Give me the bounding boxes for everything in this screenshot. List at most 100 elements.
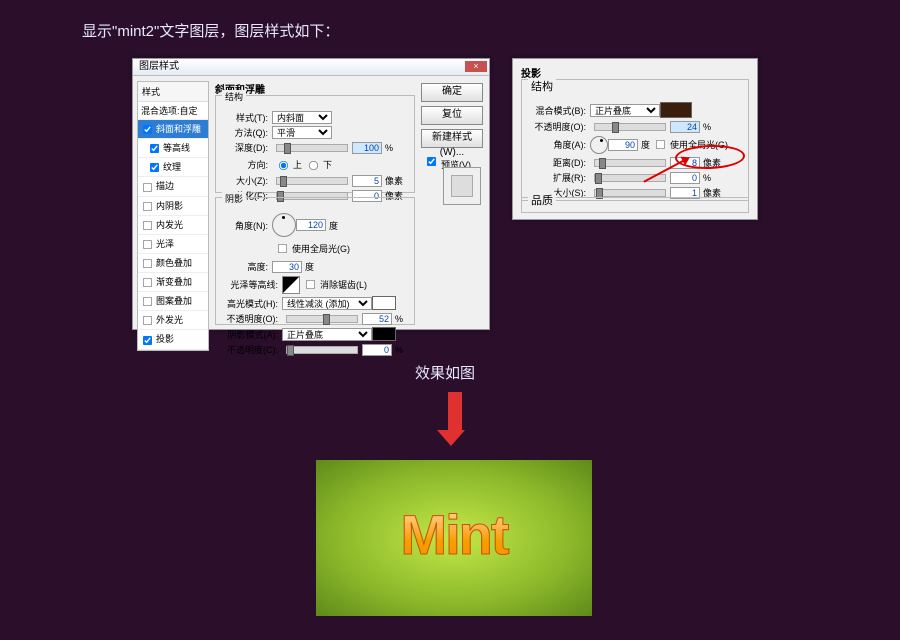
sidebar-item-dropshadow[interactable]: 投影 bbox=[138, 330, 208, 349]
sidebar-item-label: 等高线 bbox=[163, 143, 190, 153]
close-icon[interactable]: × bbox=[465, 61, 487, 72]
preview-check[interactable] bbox=[427, 157, 436, 166]
angle-dial[interactable] bbox=[590, 136, 608, 154]
blend-color-swatch[interactable] bbox=[660, 102, 692, 118]
depth-slider[interactable] bbox=[276, 144, 348, 152]
altitude-value[interactable]: 30 bbox=[272, 261, 302, 273]
size-value[interactable]: 5 bbox=[352, 175, 382, 187]
sidebar-item-stroke[interactable]: 描边 bbox=[138, 177, 208, 196]
sidebar-item-label: 内发光 bbox=[156, 220, 183, 230]
hopacity-slider[interactable] bbox=[286, 315, 358, 323]
sopacity-value[interactable]: 0 bbox=[362, 344, 392, 356]
antialias-check[interactable] bbox=[306, 280, 315, 289]
check-innerglow[interactable] bbox=[143, 221, 152, 230]
opacity-slider[interactable] bbox=[594, 123, 666, 131]
sopacity-slider[interactable] bbox=[286, 346, 358, 354]
blend-select[interactable]: 正片叠底 bbox=[590, 104, 660, 117]
check-innershadow[interactable] bbox=[143, 202, 152, 211]
dropshadow-structure-group: 结构 混合模式(B):正片叠底 不透明度(O):24% 角度(A): 90度 使… bbox=[521, 79, 749, 201]
angle2-value[interactable]: 90 bbox=[608, 139, 638, 151]
sidebar-header: 样式 bbox=[138, 82, 208, 102]
direction-up-radio[interactable] bbox=[279, 161, 288, 170]
sidebar-item-contour[interactable]: 等高线 bbox=[138, 139, 208, 158]
angle2-label: 角度(A): bbox=[528, 138, 586, 151]
sidebar-item-gradientoverlay[interactable]: 渐变叠加 bbox=[138, 273, 208, 292]
direction-down-label: 下 bbox=[323, 158, 332, 171]
check-contour[interactable] bbox=[150, 144, 159, 153]
direction-label: 方向: bbox=[222, 158, 268, 171]
sidebar-item-satin[interactable]: 光泽 bbox=[138, 235, 208, 254]
check-patternoverlay[interactable] bbox=[143, 297, 152, 306]
sidebar-item-label: 斜面和浮雕 bbox=[156, 124, 201, 134]
row-opacity: 不透明度(O):24% bbox=[528, 120, 742, 133]
smode-label: 阴影模式(A): bbox=[222, 328, 278, 341]
distance-unit: 像素 bbox=[703, 156, 721, 169]
sidebar-item-coloroverlay[interactable]: 颜色叠加 bbox=[138, 254, 208, 273]
opacity-value[interactable]: 24 bbox=[670, 121, 700, 133]
preview-swatch-icon bbox=[451, 175, 473, 197]
shadow-color-swatch[interactable] bbox=[372, 327, 396, 341]
hmode-select[interactable]: 线性减淡 (添加) bbox=[282, 297, 372, 310]
check-coloroverlay[interactable] bbox=[143, 259, 152, 268]
group-label: 结构 bbox=[528, 78, 556, 94]
spread-value[interactable]: 0 bbox=[670, 172, 700, 184]
group-label: 结构 bbox=[222, 90, 246, 103]
direction-down-radio[interactable] bbox=[309, 161, 318, 170]
check-outerglow[interactable] bbox=[143, 316, 152, 325]
sidebar-item-label: 外发光 bbox=[156, 315, 183, 325]
cancel-button[interactable]: 复位 bbox=[421, 106, 483, 125]
size2-slider[interactable] bbox=[594, 189, 666, 197]
dialog-buttons: 确定 复位 新建样式(W)... 预览(V) bbox=[421, 83, 483, 171]
gloss-label: 光泽等高线: bbox=[222, 278, 278, 291]
row-angle2: 角度(A): 90度 使用全局光(G) bbox=[528, 135, 742, 154]
sidebar-item-label: 内阴影 bbox=[156, 201, 183, 211]
down-arrow-icon bbox=[444, 392, 465, 446]
depth-value[interactable]: 100 bbox=[352, 142, 382, 154]
result-preview: Mint bbox=[316, 460, 592, 616]
depth-unit: % bbox=[385, 143, 393, 153]
hopacity-unit: % bbox=[395, 314, 403, 324]
check-stroke[interactable] bbox=[143, 182, 152, 191]
method-select[interactable]: 平滑 bbox=[272, 126, 332, 139]
smode-select[interactable]: 正片叠底 bbox=[282, 328, 372, 341]
angle-dial[interactable] bbox=[272, 213, 296, 237]
style-select[interactable]: 内斜面 bbox=[272, 111, 332, 124]
sidebar-item-outerglow[interactable]: 外发光 bbox=[138, 311, 208, 330]
sidebar-item-innershadow[interactable]: 内阴影 bbox=[138, 197, 208, 216]
row-smode: 阴影模式(A): 正片叠底 bbox=[222, 327, 408, 341]
row-depth: 深度(D):100% bbox=[222, 141, 408, 154]
global-label: 使用全局光(G) bbox=[292, 242, 350, 255]
newstyle-button[interactable]: 新建样式(W)... bbox=[421, 129, 483, 148]
check-gradientoverlay[interactable] bbox=[143, 278, 152, 287]
ok-button[interactable]: 确定 bbox=[421, 83, 483, 102]
global-light-check[interactable] bbox=[278, 244, 287, 253]
distance-slider[interactable] bbox=[594, 159, 666, 167]
direction-up-label: 上 bbox=[293, 158, 302, 171]
row-distance: 距离(D):8像素 bbox=[528, 156, 742, 169]
sidebar-item-patternoverlay[interactable]: 图案叠加 bbox=[138, 292, 208, 311]
spread-unit: % bbox=[703, 173, 711, 183]
size-slider[interactable] bbox=[276, 177, 348, 185]
check-dropshadow[interactable] bbox=[143, 335, 152, 344]
sidebar-item-texture[interactable]: 纹理 bbox=[138, 158, 208, 177]
hopacity-value[interactable]: 52 bbox=[362, 313, 392, 325]
angle-unit: 度 bbox=[329, 219, 338, 232]
row-hmode: 高光模式(H):线性减淡 (添加) bbox=[222, 296, 408, 310]
check-satin[interactable] bbox=[143, 240, 152, 249]
check-bevel[interactable] bbox=[143, 125, 152, 134]
highlight-color-swatch[interactable] bbox=[372, 296, 396, 310]
styles-sidebar: 样式 混合选项:自定 斜面和浮雕 等高线 纹理 描边 内阴影 内发光 光泽 颜色… bbox=[137, 81, 209, 351]
check-texture[interactable] bbox=[150, 163, 159, 172]
sidebar-item-label: 光泽 bbox=[156, 239, 174, 249]
sidebar-blend-header[interactable]: 混合选项:自定 bbox=[138, 102, 208, 120]
sidebar-item-innerglow[interactable]: 内发光 bbox=[138, 216, 208, 235]
sidebar-item-label: 纹理 bbox=[163, 162, 181, 172]
sidebar-item-bevel[interactable]: 斜面和浮雕 bbox=[138, 120, 208, 139]
angle-value[interactable]: 120 bbox=[296, 219, 326, 231]
quality-group: 品质 bbox=[521, 197, 749, 213]
result-label: 效果如图 bbox=[415, 362, 475, 383]
gloss-contour-icon[interactable] bbox=[282, 276, 300, 294]
sopacity-unit: % bbox=[395, 345, 403, 355]
global-light-check2[interactable] bbox=[656, 140, 665, 149]
dialog-titlebar[interactable]: 图层样式 × bbox=[133, 59, 489, 76]
